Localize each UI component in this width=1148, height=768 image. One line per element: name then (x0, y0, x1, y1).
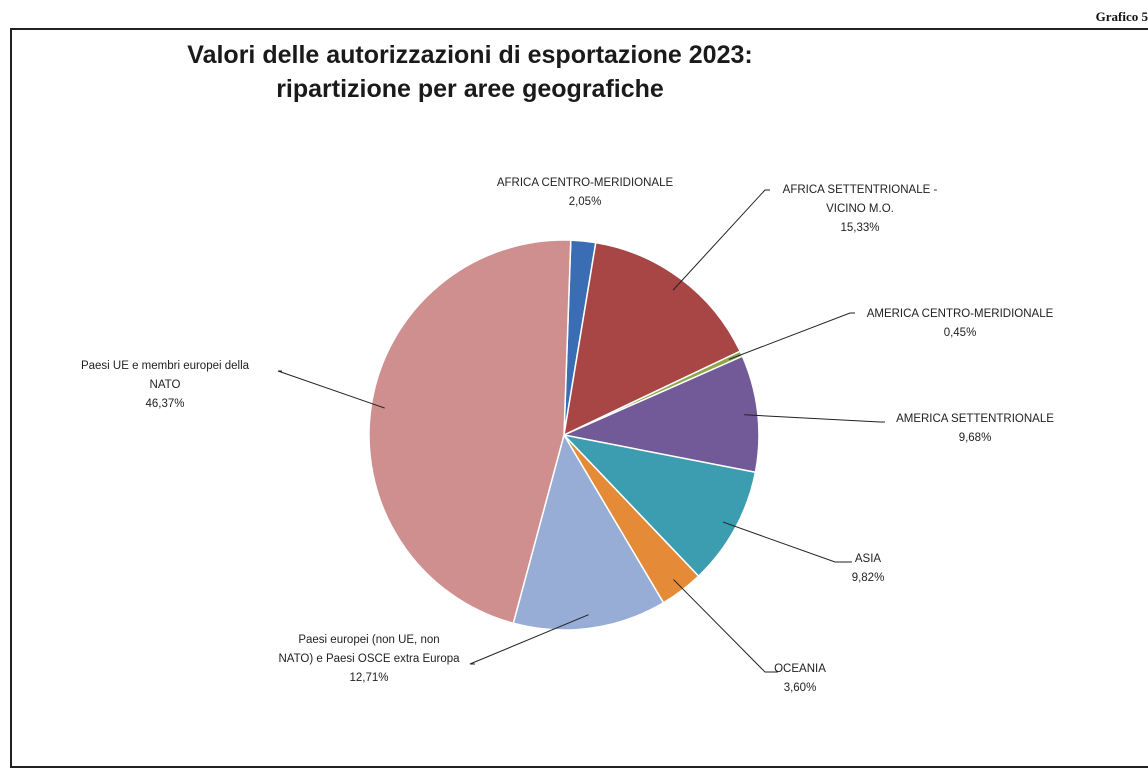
slice-label-paesi-ue-e-membri-europei-della-nato: Paesi UE e membri europei della NATO 46,37… (81, 360, 250, 410)
chart-title: Valori delle autorizzazioni di esportazi… (0, 38, 940, 106)
slice-label-africa-centro-meridionale: AFRICA CENTRO-MERIDIONALE 2,05% (497, 177, 674, 208)
pie-slice-paesi-ue-e-membri-europei-della-nato (368, 239, 572, 625)
pie-slice-paesi-europei-non-ue-non-nato-e-paesi-osce-extra-europa (512, 433, 665, 631)
slice-label-oceania: OCEANIA 3,60% (774, 663, 826, 694)
pie-slice-america-settentrionale (561, 355, 760, 474)
slice-label-paesi-europei-non-ue-non-nato-e-paesi-osce-extra-europa: Paesi europei (non UE, non NATO) e Paesi … (278, 634, 460, 684)
figure-number-label: Grafico 5 (1095, 9, 1148, 24)
leader-line-paesi-europei-non-ue-non-nato-e-paesi-osce-extra-europa (469, 614, 589, 665)
pie-slice-africa-settentrionale-vicino-m-o (563, 241, 742, 437)
chart-title-line-2: ripartizione per aree geografiche (276, 75, 664, 103)
slice-labels: AFRICA CENTRO-MERIDIONALE 2,05% AFRICA SET… (81, 177, 1054, 694)
slice-label-africa-settentrionale-vicino-m-o: AFRICA SETTENTRIONALE -VICINO M.O. 15,33% (783, 184, 938, 234)
leader-line-asia (722, 521, 852, 563)
chart-title-line-1: Valori delle autorizzazioni di esportazi… (187, 41, 753, 69)
slice-label-america-settentrionale: AMERICA SETTENTRIONALE 9,68% (896, 413, 1054, 444)
slice-label-asia: ASIA 9,82% (852, 553, 885, 584)
slice-label-america-centro-meridionale: AMERICA CENTRO-MERIDIONALE 0,45% (867, 308, 1054, 339)
leader-lines (277, 189, 885, 673)
leader-line-paesi-ue-e-membri-europei-della-nato (277, 370, 385, 409)
pie-slices (368, 239, 760, 631)
pie-slice-asia (561, 433, 757, 578)
leader-line-africa-settentrionale-vicino-m-o (672, 189, 770, 291)
leader-line-america-settentrionale (744, 414, 885, 423)
leader-line-america-centro-meridionale (728, 312, 855, 360)
leader-line-oceania (673, 579, 778, 673)
pie-chart: AFRICA CENTRO-MERIDIONALE 2,05% AFRICA SET… (81, 177, 1054, 694)
